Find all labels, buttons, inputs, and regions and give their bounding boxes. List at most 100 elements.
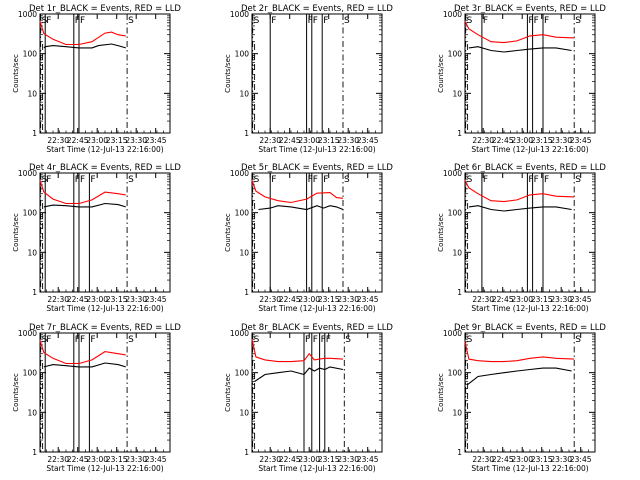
y-axis-label: Counts/sec [12,54,20,93]
x-tick-label: 22:45 [67,295,89,304]
series-line-events [254,366,344,382]
x-tick-label: 22:30 [259,295,281,304]
x-tick-label: 23:00 [298,455,320,464]
marker-label: S [128,175,134,185]
x-tick-label: 23:45 [145,295,167,304]
x-tick-label: 23:15 [106,455,128,464]
y-tick-label: 1000 [443,169,462,178]
series-line-lld [39,180,126,205]
y-axis-label: Counts/sec [437,213,445,252]
y-tick-label: 10 [27,89,37,98]
marker-label: S [344,16,350,26]
marker-label: F [305,335,310,345]
x-tick-label: 22:30 [47,136,69,145]
marker-label: F [483,16,488,26]
chart-panel-2: Det 2r_BLACK = Events, RED = LLD 1 10 100 10… [224,4,393,154]
x-tick-label: 22:30 [472,136,494,145]
y-tick-label: 100 [235,369,250,378]
x-tick-label: 23:00 [298,295,320,304]
chart-panel-3: Det 3r_BLACK = Events, RED = LLD 1 10 100 10… [437,4,606,154]
x-tick-label: 23:30 [125,455,147,464]
x-tick-label: 22:30 [259,136,281,145]
x-tick-label: 22:30 [472,295,494,304]
y-tick-label: 10 [452,89,462,98]
marker-label: S [128,16,134,26]
marker-label: F [313,175,318,185]
marker-label: F [483,175,488,185]
marker-label: F [46,175,51,185]
x-tick-label: 23:00 [511,136,533,145]
chart-panel-6: Det 6r_BLACK = Events, RED = LLD 1 10 100 10… [437,163,606,313]
chart-panel-8: Det 8r_BLACK = Events, RED = LLD 1 10 100 10… [224,323,393,473]
marker-label: F [80,175,85,185]
marker-label: F [80,335,85,345]
series-line-events [43,362,126,368]
chart-title: Det 6r_BLACK = Events, RED = LLD [454,163,606,173]
y-axis-label: Counts/sec [437,373,445,412]
marker-label: S [344,175,350,185]
marker-label: S [467,16,473,26]
x-tick-label: 22:30 [47,295,69,304]
x-axis-label: Start Time (12-Jul-13 22:16:00) [46,145,163,154]
x-axis-label: Start Time (12-Jul-13 22:16:00) [471,304,588,313]
x-tick-label: 23:15 [531,455,553,464]
series-line-events [258,205,344,211]
y-axis-label: Counts/sec [224,213,232,252]
chart-title: Det 9r_BLACK = Events, RED = LLD [454,323,606,333]
y-axis-label: Counts/sec [12,373,20,412]
x-tick-label: 22:30 [472,455,494,464]
x-tick-label: 23:15 [318,455,340,464]
marker-label: F [544,16,549,26]
detector-panels: Det 1r_BLACK = Events, RED = LLD 1 10 100 10… [12,4,606,473]
series-line-lld [39,21,126,46]
y-axis-label: Counts/sec [437,54,445,93]
marker-label: F [321,335,326,345]
series-line-lld [464,21,575,44]
x-tick-label: 23:45 [357,136,379,145]
y-tick-label: 10 [27,248,37,257]
marker-label: F [544,175,549,185]
y-tick-label: 10 [239,248,249,257]
y-tick-label: 100 [235,50,250,59]
x-tick-label: 22:45 [279,455,301,464]
marker-label: F [326,335,331,345]
series-line-lld [251,180,344,204]
chart-title: Det 1r_BLACK = Events, RED = LLD [29,4,181,14]
y-tick-label: 1 [32,288,37,297]
series-line-lld [39,340,126,365]
x-tick-label: 23:15 [531,295,553,304]
series-line-lld [464,180,575,203]
y-tick-label: 10 [452,408,462,417]
y-axis-label: Counts/sec [224,373,232,412]
x-tick-label: 23:15 [106,136,128,145]
marker-label: F [313,16,318,26]
marker-label: F [80,16,85,26]
marker-label: F [528,175,533,185]
x-axis-label: Start Time (12-Jul-13 22:16:00) [258,464,375,473]
chart-panel-5: Det 5r_BLACK = Events, RED = LLD 1 10 100 10… [224,163,393,313]
y-tick-label: 1000 [230,169,249,178]
marker-label: F [75,175,80,185]
marker-label: S [128,335,134,345]
x-tick-label: 23:30 [125,136,147,145]
x-axis-label: Start Time (12-Jul-13 22:16:00) [258,304,375,313]
series-line-lld [251,338,344,363]
y-tick-label: 1000 [443,329,462,338]
y-tick-label: 1000 [230,329,249,338]
x-tick-label: 23:45 [570,455,592,464]
marker-label: F [271,16,276,26]
x-tick-label: 23:30 [337,136,359,145]
y-tick-label: 1 [457,288,462,297]
marker-label: S [575,175,581,185]
y-tick-label: 100 [235,209,250,218]
marker-label: S [345,335,351,345]
marker-label: F [534,16,539,26]
x-tick-label: 22:45 [67,136,89,145]
x-tick-label: 23:45 [145,136,167,145]
x-tick-label: 22:45 [492,455,514,464]
x-tick-label: 23:45 [145,455,167,464]
chart-title: Det 2r_BLACK = Events, RED = LLD [241,4,393,14]
x-tick-label: 23:00 [511,295,533,304]
x-tick-label: 22:45 [67,455,89,464]
